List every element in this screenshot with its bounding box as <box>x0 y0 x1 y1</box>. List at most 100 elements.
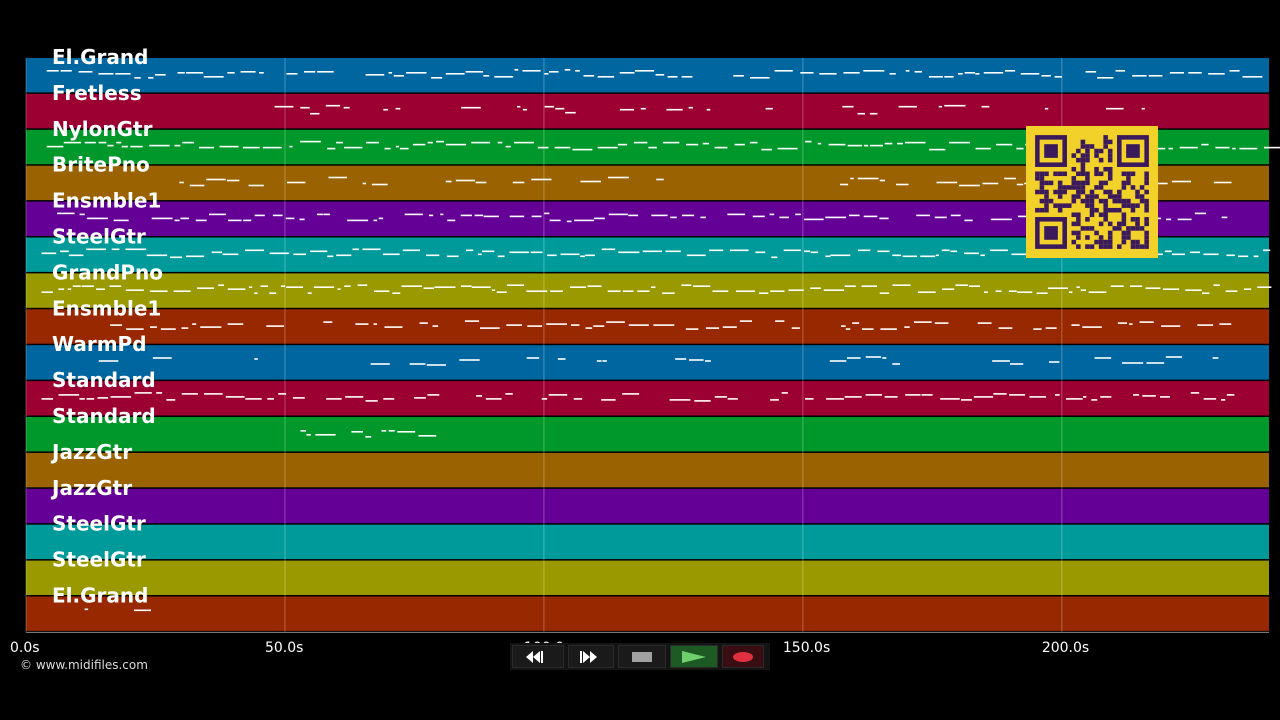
note-mark <box>1165 356 1183 358</box>
note-mark <box>218 284 224 286</box>
note-mark <box>800 72 814 74</box>
note-mark <box>1097 77 1114 79</box>
note-mark <box>964 219 973 222</box>
note-mark <box>597 146 618 149</box>
note-mark <box>186 255 205 258</box>
note-mark <box>81 285 94 287</box>
note-mark <box>336 254 352 257</box>
note-mark <box>921 394 933 396</box>
note-mark <box>149 144 170 147</box>
note-mark <box>635 70 655 72</box>
note-mark <box>222 253 239 256</box>
note-mark <box>892 284 911 286</box>
note-mark <box>181 327 189 329</box>
note-mark <box>879 179 886 182</box>
note-mark <box>752 215 765 218</box>
note-mark <box>1189 251 1201 254</box>
note-mark <box>544 73 549 75</box>
note-mark <box>580 180 602 183</box>
note-mark <box>474 214 484 217</box>
note-mark <box>266 325 284 327</box>
record-button[interactable] <box>722 645 764 668</box>
note-mark <box>337 288 341 290</box>
note-mark <box>381 430 387 432</box>
note-mark <box>1171 180 1192 183</box>
note-mark <box>771 256 778 259</box>
track-lane <box>26 596 1269 631</box>
track-lane <box>26 524 1269 560</box>
note-mark <box>412 143 426 146</box>
play-button[interactable] <box>670 645 718 668</box>
note-mark <box>681 214 695 217</box>
note-mark <box>980 254 985 257</box>
note-mark <box>46 145 64 148</box>
note-mark <box>688 359 704 361</box>
note-mark <box>622 290 634 292</box>
fast-forward-button[interactable] <box>568 645 614 668</box>
note-mark <box>1121 362 1144 364</box>
note-mark <box>795 213 801 216</box>
track-lane <box>26 560 1269 595</box>
note-mark <box>557 358 566 360</box>
note-mark <box>549 219 561 222</box>
note-mark <box>63 141 82 144</box>
note-mark <box>810 251 819 254</box>
note-mark <box>506 324 522 326</box>
note-mark <box>990 218 1012 221</box>
note-mark <box>1177 218 1192 221</box>
note-mark <box>228 219 242 222</box>
note-mark <box>316 213 323 216</box>
note-mark <box>426 364 446 366</box>
note-mark <box>200 326 222 328</box>
note-mark <box>72 285 81 287</box>
note-mark <box>478 253 482 256</box>
note-mark <box>41 398 54 400</box>
note-mark <box>1029 396 1047 398</box>
note-mark <box>864 144 869 147</box>
note-mark <box>126 328 144 330</box>
note-mark <box>509 251 530 254</box>
note-mark <box>575 70 580 72</box>
note-mark <box>428 214 434 217</box>
note-mark <box>399 147 409 150</box>
stop-button[interactable] <box>618 645 666 668</box>
note-mark <box>651 214 668 217</box>
note-mark <box>1188 72 1202 74</box>
note-mark <box>505 145 511 148</box>
note-mark <box>755 251 766 254</box>
note-mark <box>602 360 607 362</box>
note-mark <box>343 146 363 149</box>
note-mark <box>522 70 541 72</box>
note-mark <box>983 72 1004 74</box>
note-mark <box>877 250 890 253</box>
note-mark <box>134 392 152 394</box>
note-mark <box>1201 143 1209 146</box>
note-mark <box>548 71 559 73</box>
note-mark <box>269 252 290 255</box>
note-mark <box>344 285 351 287</box>
note-mark <box>828 143 846 146</box>
note-mark <box>781 392 788 394</box>
note-mark <box>770 399 779 401</box>
note-mark <box>269 292 277 294</box>
note-mark <box>1088 291 1107 293</box>
track-lane <box>26 309 1269 344</box>
note-mark <box>583 75 595 77</box>
note-mark <box>537 146 549 149</box>
note-mark <box>547 254 557 257</box>
note-mark <box>300 106 310 109</box>
note-mark <box>1065 398 1083 400</box>
note-mark <box>944 104 966 107</box>
note-mark <box>892 363 900 365</box>
note-mark <box>992 360 1010 362</box>
note-mark <box>418 435 437 437</box>
note-mark <box>904 326 910 328</box>
note-mark <box>98 141 107 144</box>
note-mark <box>527 325 543 327</box>
note-mark <box>1263 146 1280 149</box>
note-mark <box>929 148 946 151</box>
note-mark <box>414 397 426 399</box>
rewind-button[interactable] <box>512 645 564 668</box>
note-mark <box>154 74 166 76</box>
note-mark <box>459 359 480 361</box>
